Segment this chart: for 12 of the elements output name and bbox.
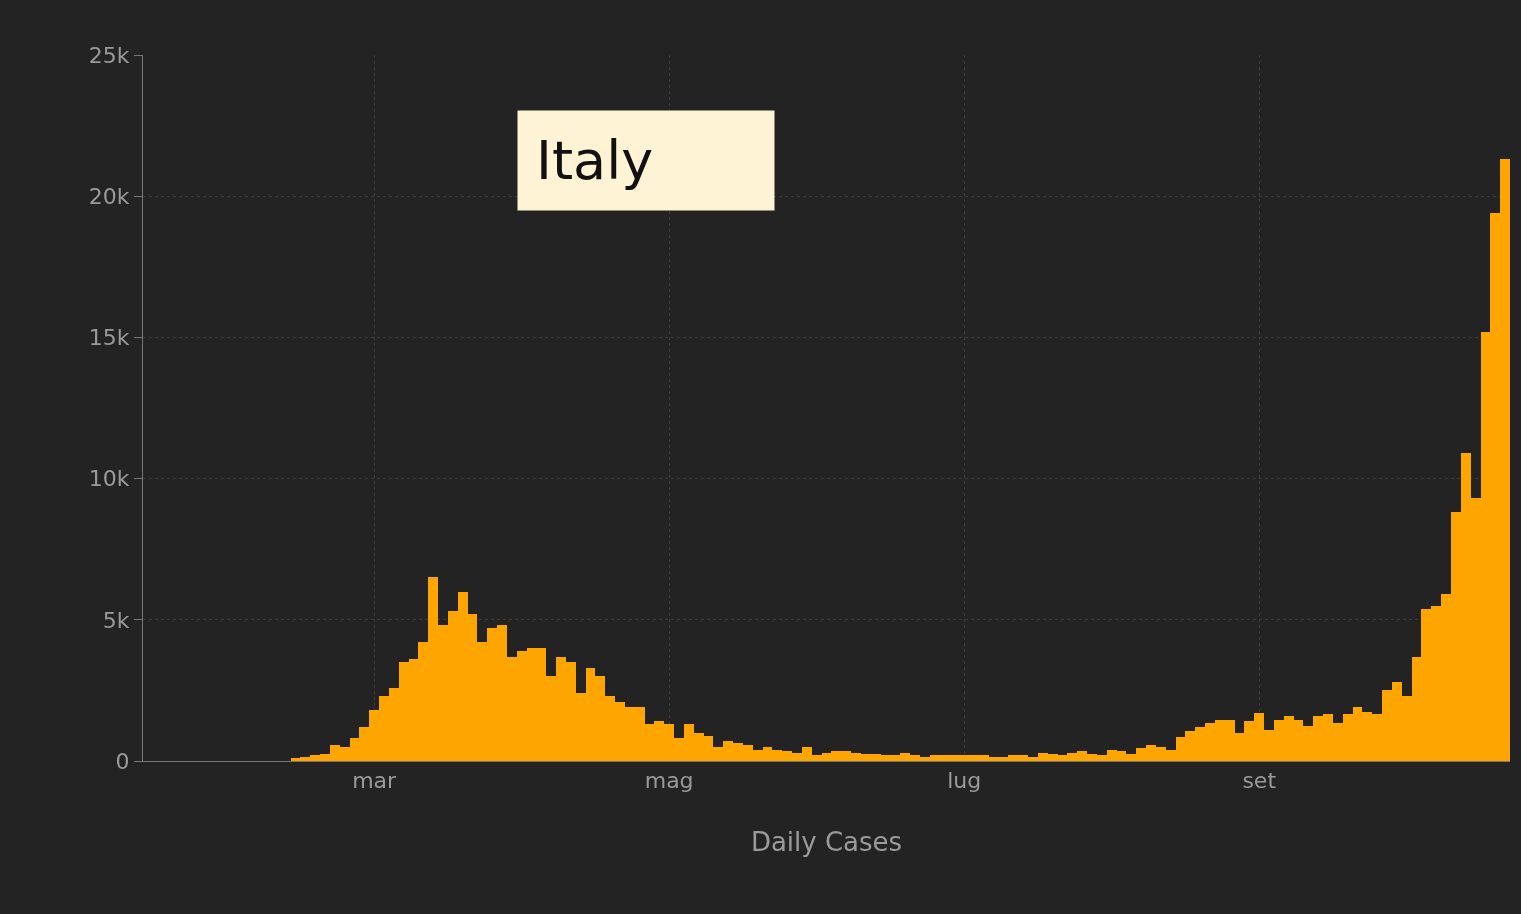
y-tick-label: 25k	[88, 42, 130, 68]
x-tick-label: mar	[352, 768, 398, 794]
annotation: Italy	[536, 129, 757, 192]
y-tick-label: 0	[115, 748, 130, 774]
y-tick-label: 10k	[88, 466, 130, 492]
x-axis-title: Daily Cases	[750, 827, 903, 858]
x-tick-label: set	[1242, 768, 1277, 794]
x-tick-label: lug	[947, 768, 982, 794]
y-tick-label: 20k	[88, 183, 130, 209]
y-tick-label: 15k	[88, 325, 130, 351]
x-tick-label: mag	[644, 768, 694, 794]
y-tick-label: 5k	[102, 607, 130, 633]
